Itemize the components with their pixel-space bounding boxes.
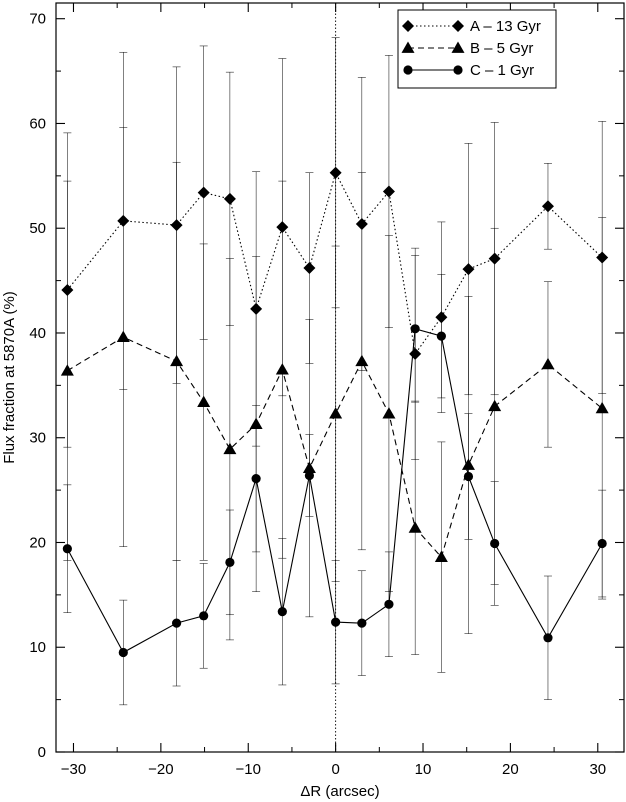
x-tick-label: 30 — [589, 761, 606, 778]
x-tick-label: −10 — [236, 761, 261, 778]
series-2-point — [275, 363, 289, 375]
series-2-point — [223, 442, 237, 455]
series-2-point — [170, 354, 184, 367]
series-1-point — [329, 166, 342, 179]
series-markers — [60, 166, 609, 658]
series-2-point — [197, 395, 211, 407]
y-tick-label: 60 — [29, 115, 46, 132]
series-2-point — [60, 364, 74, 376]
y-tick-label: 20 — [29, 534, 46, 551]
series-3-point — [463, 471, 474, 482]
series-1-point — [303, 262, 316, 275]
series-1-point — [61, 284, 74, 297]
series-1-point — [382, 185, 395, 198]
y-tick-label: 70 — [29, 11, 46, 28]
series-3-point — [199, 611, 209, 621]
x-tick-label: −30 — [61, 761, 86, 778]
series-3-line — [66, 328, 603, 654]
series-3-point — [410, 324, 420, 334]
series-1-point — [170, 219, 183, 232]
series-1-point — [250, 302, 263, 315]
series-2-point — [116, 330, 130, 343]
series-3-point — [277, 607, 287, 617]
x-tick-label: −20 — [148, 761, 173, 778]
legend-marker-end-2 — [451, 41, 465, 53]
series-3-point — [331, 617, 341, 627]
series-2-point — [355, 354, 369, 367]
y-tick-label: 30 — [29, 430, 46, 447]
error-bars — [63, 37, 607, 706]
series-3-point — [225, 557, 235, 567]
legend-marker-start-2 — [401, 41, 415, 53]
legend-label-1: A – 13 Gyr — [470, 18, 541, 35]
plot-frame — [55, 2, 625, 753]
series-2-point — [302, 461, 316, 473]
series-2-point — [249, 417, 263, 429]
x-tick-label: 0 — [331, 761, 339, 778]
series-3-point — [597, 538, 607, 549]
series-1-point — [409, 347, 422, 360]
series-2-point — [408, 521, 422, 533]
x-axis-label: ΔR (arcsec) — [300, 783, 379, 800]
series-1-point — [596, 251, 609, 264]
legend-label-3: C – 1 Gyr — [470, 62, 534, 79]
series-3-point — [251, 473, 261, 484]
y-axis-label: Flux fraction at 5870A (%) — [1, 291, 18, 464]
series-3-point — [357, 618, 367, 628]
legend-label-2: B – 5 Gyr — [470, 40, 533, 57]
series-3-point — [490, 538, 500, 549]
y-tick-label: 40 — [29, 325, 46, 342]
series-2-point — [382, 407, 396, 419]
series-1-point — [117, 214, 130, 227]
y-tick-label: 10 — [29, 639, 46, 656]
x-tick-label: 20 — [502, 761, 519, 778]
series-3-point — [118, 647, 128, 658]
series-2-point — [461, 458, 475, 470]
series-1-point — [355, 218, 368, 231]
series-1-point — [223, 192, 236, 205]
series-3-point — [384, 599, 394, 609]
series-1-point — [197, 186, 210, 199]
series-1-line — [66, 171, 603, 356]
y-tick-label: 0 — [38, 744, 46, 761]
axes: −30 −20 −10 0 10 20 30 0 10 20 30 40 50 60 70 — [29, 2, 625, 778]
series-1-point — [435, 311, 448, 324]
series-3-point — [543, 633, 553, 643]
x-tick-label: 10 — [415, 761, 432, 778]
series-2-point — [488, 399, 502, 412]
series-2-point — [541, 357, 555, 370]
legend: A – 13 Gyr B – 5 Gyr C – 1 Gyr — [397, 9, 557, 89]
series-3-point — [304, 470, 315, 481]
series-1-point — [276, 221, 289, 234]
series-1-point — [541, 200, 554, 213]
legend-marker-end-3 — [453, 65, 463, 75]
series-3-point — [436, 331, 446, 341]
series-3-point — [62, 544, 72, 554]
series-1-point — [488, 252, 501, 265]
legend-marker-start-1 — [402, 20, 414, 32]
legend-marker-start-3 — [403, 65, 413, 75]
y-tick-label: 50 — [29, 220, 46, 237]
series-3-point — [171, 618, 182, 628]
series-1-point — [462, 263, 475, 276]
series-2-point — [595, 401, 609, 414]
series-2-line — [67, 336, 603, 559]
legend-box — [397, 9, 557, 89]
series-2-point — [329, 407, 343, 419]
series-2-point — [434, 550, 448, 563]
legend-marker-end-1 — [452, 20, 464, 32]
